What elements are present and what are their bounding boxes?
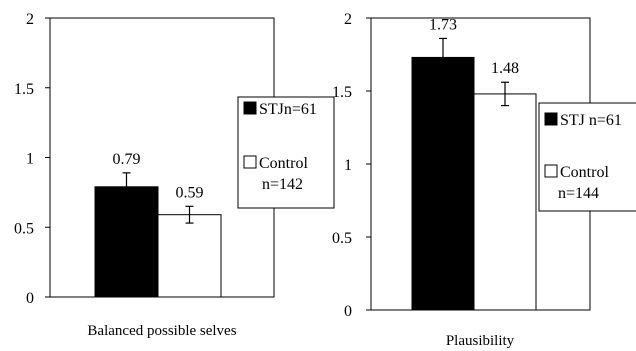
bars [411,37,537,311]
y-tick-label: 0.5 [14,220,34,237]
y-tick-label: 1 [26,151,34,168]
y-tick-label: 0 [344,303,352,320]
y-tick-label: 1 [344,157,352,174]
y-tick-label: 1.5 [14,81,34,98]
data-label-stj: 1.73 [429,16,457,33]
data-labels: 0.79 0.59 [113,151,204,201]
y-axis: 0 0.5 1 1.5 2 [332,11,371,320]
legend-swatch-stj [544,112,558,126]
x-axis-label: Balanced possible selves [87,323,236,339]
bar-stj [411,56,475,311]
data-label-control: 1.48 [491,60,519,77]
y-axis: 0 0.5 1 1.5 2 [14,11,50,307]
legend-label-control: Control [560,164,609,181]
legend-label-stj: STJ n=61 [560,112,622,129]
legend-swatch-control [243,155,257,169]
legend-label-control-n: n=144 [558,185,599,202]
legend-label-stj: STJn=61 [259,101,317,118]
legend-frame [237,96,335,209]
legend-swatch-control [544,164,558,178]
legend: STJn=61 Control n=142 [237,96,335,209]
y-tick-label: 2 [26,11,34,28]
legend: STJ n=61 Control n=144 [538,102,636,212]
y-tick-label: 0.5 [332,230,352,247]
bar-control [473,93,537,311]
legend-label-control: Control [259,155,308,172]
legend-swatch-stj [243,101,257,115]
data-label-control: 0.59 [176,184,204,201]
y-tick-label: 0 [26,290,34,307]
data-label-stj: 0.79 [113,151,141,168]
legend-label-control-n: n=142 [262,176,303,193]
bar-control [157,214,222,298]
data-labels: 1.73 1.48 [429,16,519,77]
y-tick-label: 2 [344,11,352,28]
x-axis-label: Plausibility [446,333,515,349]
bars [94,172,222,298]
chart-balanced-possible-selves: 0 0.5 1 1.5 2 0.79 0.59 Balanced possible sel… [14,11,335,339]
bar-stj [94,186,159,298]
y-tick-label: 1.5 [332,84,352,101]
chart-plausibility: 0 0.5 1 1.5 2 1.73 1.48 Plausibility STJ n=61… [332,11,636,349]
